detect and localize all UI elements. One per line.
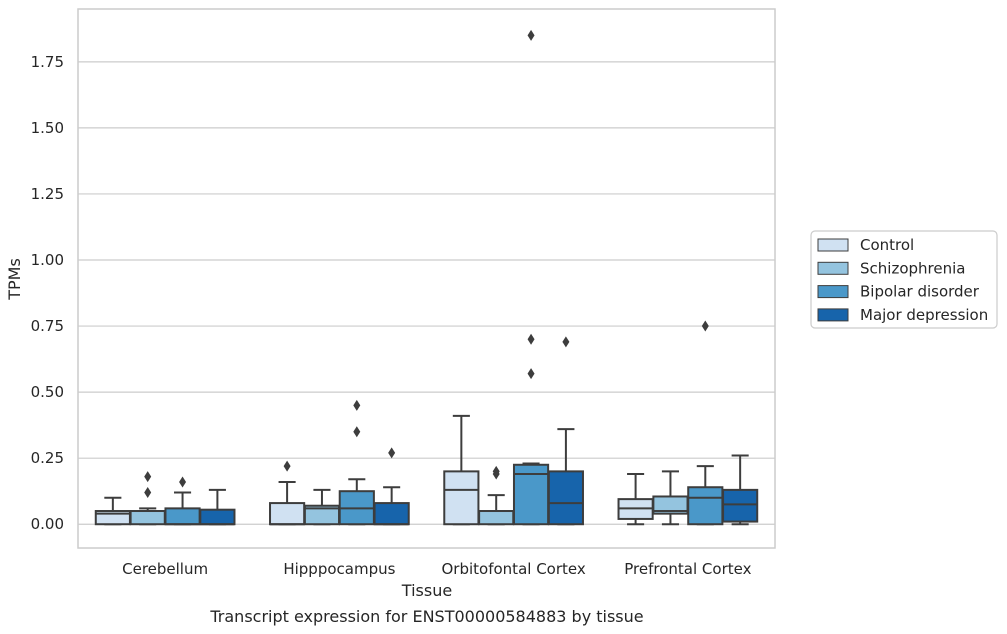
x-axis-ticks: Cerebellum Hipppocampus Orbitofontal Corte… bbox=[122, 560, 751, 578]
y-tick-label: 1.50 bbox=[31, 119, 64, 137]
outlier-point bbox=[388, 447, 396, 459]
box-control bbox=[617, 473, 654, 526]
y-tick-label: 0.00 bbox=[31, 515, 64, 533]
box-major-depression bbox=[199, 488, 236, 526]
box-bipolar-disorder bbox=[338, 399, 375, 526]
x-tick-label: Hipppocampus bbox=[283, 560, 395, 578]
x-tick-label: Prefrontal Cortex bbox=[624, 560, 751, 578]
y-axis-label: TPMs bbox=[5, 258, 24, 301]
y-tick-label: 1.75 bbox=[31, 53, 64, 71]
outlier-point bbox=[283, 460, 291, 472]
box-body bbox=[269, 502, 306, 526]
box-body bbox=[687, 486, 724, 526]
box-body bbox=[443, 470, 480, 526]
outlier-point bbox=[353, 399, 361, 411]
outlier-point bbox=[701, 320, 709, 332]
x-axis-label: Tissue bbox=[401, 581, 452, 600]
box-body bbox=[547, 470, 584, 526]
box-control bbox=[443, 414, 480, 526]
outlier-point bbox=[353, 426, 361, 438]
box-body bbox=[478, 510, 515, 526]
box-schizophrenia bbox=[303, 488, 341, 526]
chart-caption: Transcript expression for ENST0000058488… bbox=[209, 607, 643, 626]
x-tick-label: Cerebellum bbox=[122, 560, 208, 578]
outlier-point bbox=[562, 336, 570, 348]
box-body bbox=[129, 510, 166, 526]
legend-label: Bipolar disorder bbox=[860, 283, 980, 301]
box-schizophrenia bbox=[478, 465, 515, 526]
box-schizophrenia bbox=[129, 471, 166, 526]
y-axis-ticks: 0.00 0.25 0.50 0.75 1.00 1.25 1.50 1.75 bbox=[31, 53, 64, 533]
box-control bbox=[269, 460, 306, 526]
legend-swatch bbox=[817, 261, 849, 275]
box-schizophrenia bbox=[652, 470, 689, 526]
outlier-point bbox=[527, 368, 535, 380]
box-bipolar-disorder bbox=[164, 476, 201, 526]
outlier-point bbox=[492, 465, 500, 477]
legend-swatch bbox=[817, 285, 849, 299]
box-major-depression bbox=[373, 447, 410, 526]
box-body bbox=[199, 508, 236, 526]
box-bipolar-disorder bbox=[512, 29, 550, 526]
outlier-point bbox=[179, 476, 187, 488]
legend-label: Major depression bbox=[860, 306, 988, 324]
y-tick-label: 1.00 bbox=[31, 251, 64, 269]
outlier-point bbox=[527, 333, 535, 345]
plot-frame bbox=[77, 8, 776, 549]
box-control bbox=[94, 496, 131, 526]
legend: Control Schizophrenia Bipolar disorder Majo… bbox=[810, 230, 998, 329]
box-body bbox=[722, 488, 759, 523]
box-body bbox=[373, 502, 410, 526]
box-major-depression bbox=[547, 336, 584, 526]
box-body bbox=[164, 507, 201, 526]
x-tick-label: Orbitofontal Cortex bbox=[442, 560, 586, 578]
legend-swatch bbox=[817, 308, 849, 322]
y-tick-label: 1.25 bbox=[31, 185, 64, 203]
y-tick-label: 0.50 bbox=[31, 383, 64, 401]
box-bipolar-disorder bbox=[687, 320, 724, 526]
gridlines bbox=[78, 61, 775, 525]
box-major-depression bbox=[722, 454, 759, 526]
outlier-point bbox=[144, 471, 152, 483]
legend-label: Schizophrenia bbox=[860, 259, 965, 277]
legend-swatch bbox=[817, 238, 849, 252]
box-plot-series bbox=[94, 29, 759, 526]
legend-label: Control bbox=[860, 236, 914, 254]
y-tick-label: 0.25 bbox=[31, 449, 64, 467]
outlier-point bbox=[144, 487, 152, 499]
outlier-point bbox=[527, 29, 535, 41]
y-tick-label: 0.75 bbox=[31, 317, 64, 335]
legend-frame bbox=[810, 230, 998, 329]
